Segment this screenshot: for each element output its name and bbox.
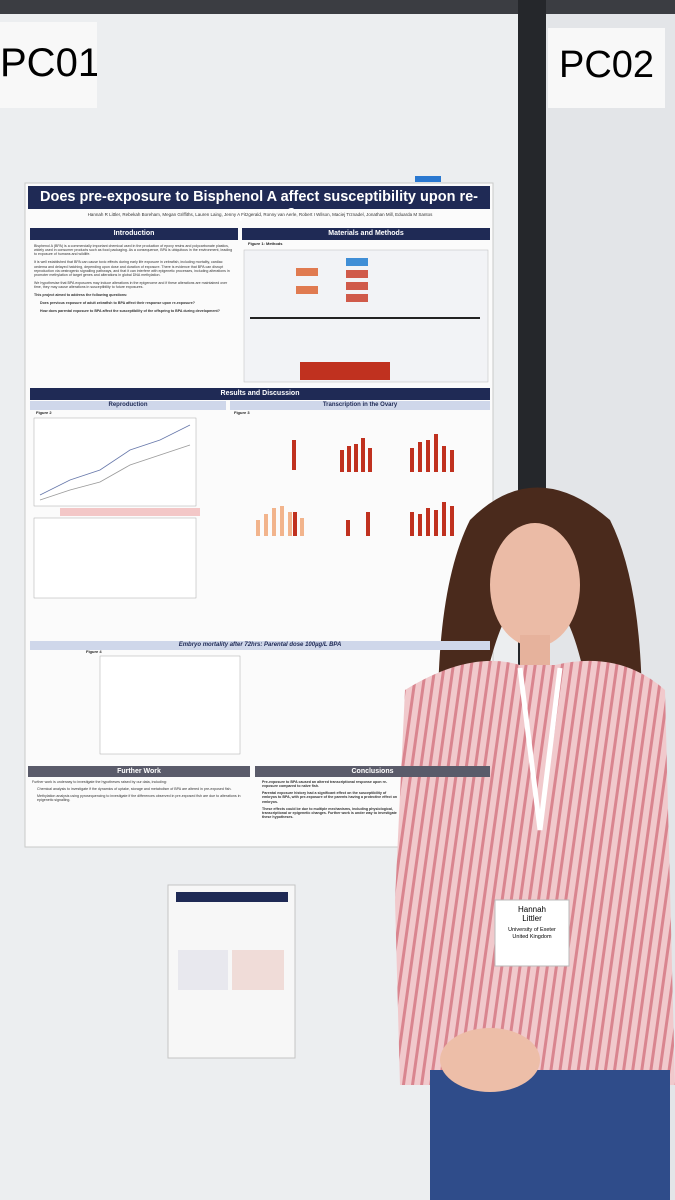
section-heading: Results and Discussion bbox=[30, 388, 490, 400]
tank bbox=[296, 286, 318, 294]
leaflet-figure bbox=[232, 950, 284, 990]
shirt bbox=[395, 660, 675, 1085]
frame-top bbox=[0, 0, 675, 14]
tank bbox=[346, 270, 368, 278]
poster-title: Does pre-exposure to Bisphenol A affect … bbox=[39, 189, 479, 222]
curve bbox=[39, 424, 191, 496]
subheading: Transcription in the Ovary bbox=[230, 401, 490, 410]
exposure-box bbox=[300, 362, 390, 380]
item: Pre-exposure to BPA caused an altered tr… bbox=[262, 780, 388, 789]
first-name: Hannah bbox=[517, 905, 547, 914]
country: United Kingdom bbox=[512, 933, 552, 940]
item: Methylation analysis using pyrosequencin… bbox=[37, 794, 241, 803]
further-work-text: Further work is underway to investigate … bbox=[32, 780, 247, 832]
item: Parental exposure history had a signific… bbox=[262, 791, 398, 804]
section-heading: Introduction bbox=[30, 228, 238, 240]
tank bbox=[296, 268, 318, 276]
figure-2b-plot bbox=[33, 517, 197, 599]
lanyard bbox=[517, 667, 563, 831]
leaflet-figure bbox=[178, 950, 228, 990]
item: Chemical analysis to investigate if the … bbox=[37, 787, 232, 792]
leaflet-title bbox=[176, 892, 288, 902]
face bbox=[490, 523, 580, 647]
tape bbox=[415, 176, 441, 182]
authors: Hannah R Littler, Rebekah Boreham, Megan… bbox=[87, 212, 433, 217]
section-heading: Further Work bbox=[28, 766, 250, 777]
figure-label: Figure 3 bbox=[234, 411, 250, 415]
paragraph: It is well established that BPA can caus… bbox=[34, 260, 230, 277]
board-label: PC02 bbox=[558, 44, 655, 86]
hands bbox=[440, 1028, 540, 1092]
neck bbox=[520, 635, 550, 670]
figure-label: Figure 2 bbox=[36, 411, 52, 415]
figure-label: Figure 1: Methods bbox=[248, 242, 283, 246]
figure-4-plot bbox=[99, 655, 241, 755]
subheading: Reproduction bbox=[30, 401, 226, 410]
section-heading: Conclusions bbox=[255, 766, 490, 777]
title-bar bbox=[28, 186, 490, 209]
tank bbox=[346, 258, 368, 266]
paragraph: Bisphenol A (BPA) is a commercially impo… bbox=[34, 244, 233, 257]
item: Further work is underway to investigate … bbox=[32, 780, 167, 784]
curve bbox=[39, 444, 191, 501]
figure-label: Figure 4 bbox=[86, 650, 102, 654]
label-card bbox=[0, 22, 97, 108]
figure-3-bars bbox=[256, 506, 304, 536]
conclusions-text: Pre-exposure to BPA caused an altered tr… bbox=[262, 780, 402, 832]
affiliation: University of Exeter bbox=[508, 927, 556, 934]
figure-3-bars bbox=[292, 434, 454, 536]
figure-2-band bbox=[60, 508, 200, 516]
last-name: Littler bbox=[522, 914, 542, 924]
badge bbox=[494, 899, 570, 967]
figure-2-plot bbox=[33, 417, 197, 507]
board-label: PC01 bbox=[0, 41, 97, 85]
question: How does parental exposure to BPA affect… bbox=[40, 309, 220, 314]
paragraph: This project aimed to address the follow… bbox=[34, 293, 128, 298]
paragraph: We hypothesise that BPA exposures may in… bbox=[34, 280, 228, 289]
badge-text: Hannah Littler University of Exeter Unit… bbox=[495, 905, 569, 940]
subheading: Embryo mortality after 72hrs: Parental d… bbox=[30, 641, 490, 650]
intro-text: Bisphenol A (BPA) is a commercially impo… bbox=[34, 244, 234, 384]
item: These effects could be due to multiple m… bbox=[262, 806, 397, 819]
label-card bbox=[548, 28, 665, 108]
methods-figure bbox=[243, 249, 489, 383]
tank bbox=[346, 294, 368, 302]
question: Does previous exposure of adult zebrafis… bbox=[40, 301, 195, 306]
jeans bbox=[430, 1070, 670, 1200]
tank bbox=[346, 282, 368, 290]
section-heading: Materials and Methods bbox=[242, 228, 490, 240]
